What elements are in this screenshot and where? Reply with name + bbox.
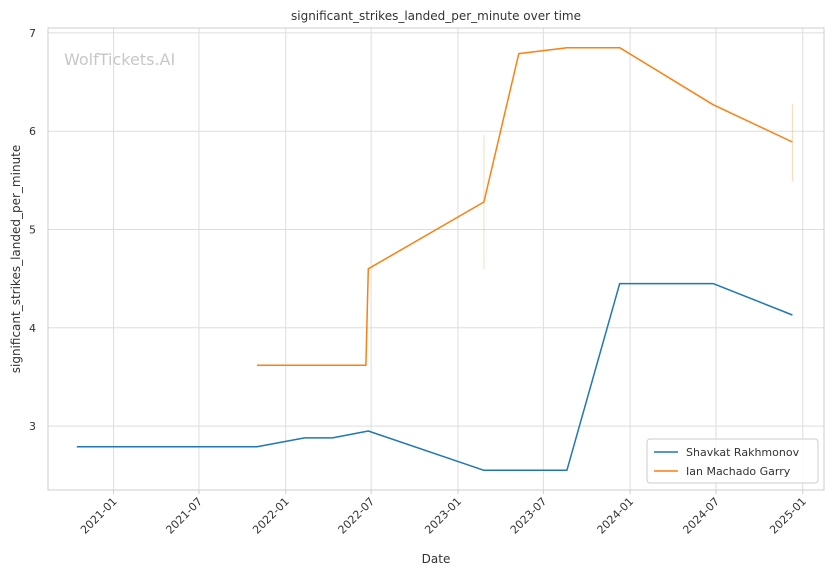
x-axis-ticks: 2021-01 2021-07 2022-01 2022-07 2023-01 2023-…	[78, 490, 809, 537]
y-axis-ticks: 3 4 5 6 7	[29, 27, 36, 433]
x-tick-label: 2025-01	[767, 495, 809, 537]
x-tick-label: 2023-01	[422, 495, 464, 537]
x-tick-label: 2021-01	[78, 495, 120, 537]
y-tick-label: 6	[29, 125, 36, 138]
series-line-ian-machado-garry	[257, 46, 793, 366]
series-lines	[76, 46, 793, 472]
x-tick-label: 2021-07	[163, 495, 205, 537]
legend-label-shavkat-rakhmonov: Shavkat Rakhmonov	[686, 446, 800, 459]
y-tick-label: 3	[29, 420, 36, 433]
chart-title: significant_strikes_landed_per_minute ov…	[291, 9, 581, 23]
gridlines	[48, 28, 824, 490]
legend-label-ian-machado-garry: Ian Machado Garry	[686, 465, 791, 478]
x-tick-label: 2024-01	[595, 495, 637, 537]
y-tick-label: 4	[29, 322, 36, 335]
y-tick-label: 7	[29, 27, 36, 40]
legend-box	[646, 438, 819, 484]
plot-area-frame	[47, 27, 825, 491]
y-tick-label: 5	[29, 224, 36, 237]
legend: Shavkat Rakhmonov Ian Machado Garry	[646, 438, 819, 484]
series-line-shavkat-rakhmonov	[76, 282, 793, 472]
y-axis-label: significant_strikes_landed_per_minute	[9, 145, 23, 374]
x-tick-label: 2023-07	[508, 495, 550, 537]
x-tick-label: 2022-01	[250, 495, 292, 537]
x-tick-label: 2022-07	[336, 495, 378, 537]
watermark: WolfTickets.AI	[64, 50, 175, 69]
x-tick-label: 2024-07	[680, 495, 722, 537]
x-axis-label: Date	[422, 552, 451, 566]
